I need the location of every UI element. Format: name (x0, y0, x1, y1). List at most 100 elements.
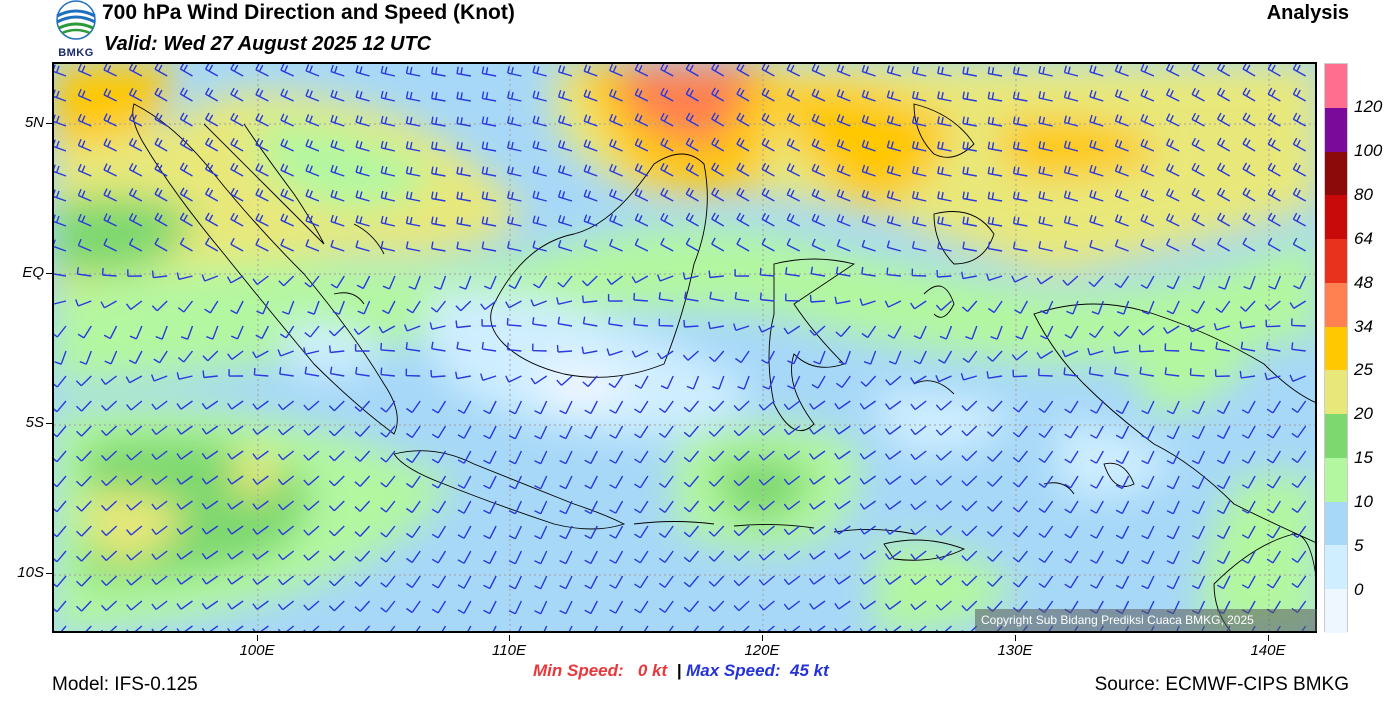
wind-barb (1241, 400, 1256, 414)
wind-barb (733, 500, 750, 512)
wind-barb (1267, 237, 1281, 252)
wind-barb (859, 550, 877, 560)
wind-barb (736, 112, 750, 127)
wind-barb (557, 239, 573, 252)
wind-barb (787, 350, 801, 365)
wind-barb (1166, 525, 1180, 540)
wind-barb (961, 575, 978, 587)
wind-barb (330, 239, 345, 252)
wind-barb (507, 141, 522, 152)
wind-barb (179, 112, 193, 127)
wind-barb (76, 550, 92, 562)
wind-barb (960, 372, 977, 381)
wind-barb (631, 275, 649, 284)
wind-barb (1090, 525, 1104, 539)
wind-barb (456, 116, 471, 127)
wind-barb (76, 267, 92, 277)
wind-barb (758, 400, 775, 411)
wind-barb (861, 139, 876, 152)
wind-barb (305, 114, 320, 127)
wind-barb (303, 550, 320, 561)
wind-barb (811, 64, 826, 77)
wind-barb (584, 525, 598, 540)
lon-tick (1268, 635, 1269, 641)
wind-barb (255, 88, 269, 102)
wind-barb (1216, 400, 1231, 415)
wind-barb (1012, 141, 1028, 152)
wind-barb (151, 425, 168, 436)
wind-barb (785, 293, 800, 302)
wind-barb (126, 625, 143, 631)
wind-barb (708, 450, 725, 462)
wind-barb (786, 88, 801, 102)
wind-barb (100, 450, 118, 462)
wind-barb (1038, 425, 1054, 438)
wind-barb (834, 575, 851, 585)
wind-barb (532, 115, 547, 127)
wind-barb (125, 300, 143, 310)
wind-barb (836, 164, 851, 177)
wind-barb (581, 295, 598, 304)
wind-barb (711, 187, 725, 202)
wind-barb (431, 450, 447, 464)
wind-barb (151, 270, 168, 279)
wind-barb (559, 475, 573, 490)
wind-barb (859, 400, 877, 410)
wind-barb (252, 450, 269, 460)
lat-tick (46, 573, 52, 574)
wind-barb (1140, 163, 1155, 177)
wind-barb (1064, 550, 1079, 564)
wind-barb (811, 213, 826, 227)
wind-barb (483, 525, 497, 540)
wind-barb (733, 625, 750, 631)
wind-barb (733, 525, 750, 537)
wind-barb (126, 475, 143, 486)
wind-barb (406, 575, 421, 589)
wind-barb (481, 141, 497, 152)
colorbar-segment (1325, 457, 1347, 502)
wind-barb (811, 188, 826, 202)
wind-barb (935, 400, 952, 411)
wind-barb (1090, 450, 1104, 464)
lon-tick (1015, 635, 1016, 641)
wind-map (52, 62, 1317, 633)
wind-barb (660, 212, 674, 227)
wind-barb (813, 350, 826, 365)
wind-barb (861, 164, 876, 177)
wind-barb (581, 346, 598, 355)
wind-barb (1165, 163, 1180, 177)
wind-barb (1038, 116, 1053, 127)
wind-barb (483, 425, 497, 440)
wind-barb (1115, 475, 1130, 490)
wind-barb (884, 625, 902, 631)
wind-barb (252, 425, 269, 435)
wind-barb (201, 274, 219, 282)
wind-barb (1292, 64, 1307, 77)
wind-barb (100, 300, 117, 309)
wind-barb (607, 294, 623, 302)
wind-barb (786, 238, 801, 252)
wind-barb (887, 325, 902, 339)
wind-barb (1012, 116, 1028, 127)
wind-barb (559, 500, 573, 515)
wind-barb (255, 213, 269, 227)
wind-barb (683, 450, 700, 463)
wind-barb (1216, 550, 1231, 565)
wind-barb (54, 300, 67, 305)
wind-barb (103, 138, 117, 152)
wind-barb (1192, 275, 1206, 290)
wind-barb (609, 475, 624, 489)
wind-barb (1038, 91, 1053, 102)
max-speed-value: 45 kt (790, 661, 829, 680)
wind-barb (201, 450, 219, 460)
wind-barb (1113, 325, 1130, 337)
wind-barb (354, 344, 370, 352)
wind-barb (987, 191, 1003, 202)
wind-barb (255, 163, 269, 177)
wind-barb (252, 275, 269, 285)
wind-barb (126, 500, 143, 511)
wind-barb (736, 187, 750, 202)
wind-barb (355, 65, 370, 77)
wind-barb (1012, 400, 1028, 413)
wind-barb (835, 266, 851, 277)
